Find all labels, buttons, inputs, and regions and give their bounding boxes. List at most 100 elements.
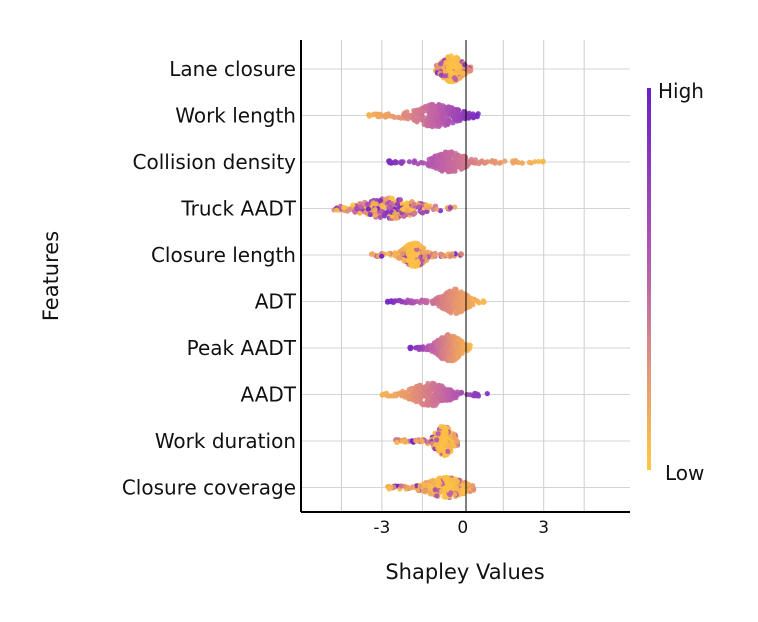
shap-point bbox=[452, 204, 458, 210]
shap-point bbox=[454, 478, 461, 484]
feature-swarm bbox=[384, 286, 487, 316]
shap-point bbox=[438, 424, 444, 430]
shap-point bbox=[369, 251, 375, 257]
shap-point bbox=[439, 106, 445, 112]
x-axis-label: Shapley Values bbox=[385, 560, 544, 584]
shap-point bbox=[454, 438, 460, 444]
shap-point bbox=[468, 68, 474, 74]
shap-point bbox=[442, 165, 448, 171]
shap-point bbox=[448, 310, 454, 316]
shap-point bbox=[378, 208, 385, 214]
shap-point bbox=[451, 75, 458, 81]
shap-point bbox=[416, 111, 422, 117]
shap-point bbox=[430, 300, 436, 306]
shap-point bbox=[420, 210, 426, 216]
shap-point bbox=[417, 483, 423, 489]
shap-point bbox=[435, 431, 441, 437]
x-tick-label: -3 bbox=[373, 518, 390, 538]
shap-point bbox=[397, 197, 403, 203]
shap-point bbox=[433, 115, 439, 121]
shap-point bbox=[405, 258, 412, 264]
shap-point bbox=[433, 296, 439, 302]
shap-point bbox=[455, 161, 461, 167]
shap-point bbox=[448, 335, 454, 341]
shap-point bbox=[406, 393, 412, 399]
shap-point bbox=[419, 438, 425, 444]
shap-point bbox=[427, 484, 433, 490]
shap-point bbox=[386, 486, 392, 492]
feature-swarm bbox=[379, 380, 490, 409]
shap-point bbox=[429, 348, 435, 354]
shap-point bbox=[426, 402, 432, 408]
shap-point bbox=[416, 204, 422, 210]
shap-point bbox=[437, 388, 443, 394]
shap-point bbox=[375, 112, 381, 118]
shap-point bbox=[378, 202, 385, 208]
shap-point bbox=[416, 386, 422, 392]
shap-point bbox=[384, 299, 391, 305]
shap-point bbox=[369, 112, 376, 118]
shap-point bbox=[450, 109, 457, 115]
feature-swarm bbox=[366, 101, 481, 130]
shap-point bbox=[451, 116, 458, 122]
shap-point bbox=[447, 105, 453, 111]
shap-point bbox=[429, 156, 435, 162]
shap-point bbox=[411, 160, 417, 166]
shap-point bbox=[422, 254, 428, 260]
shap-point bbox=[473, 393, 479, 399]
shap-point bbox=[448, 291, 454, 297]
shap-point bbox=[408, 386, 414, 392]
shap-point bbox=[372, 207, 378, 213]
shap-point bbox=[472, 297, 478, 303]
shap-point bbox=[407, 346, 413, 352]
shap-point bbox=[443, 436, 449, 442]
shap-point bbox=[383, 391, 389, 397]
shap-point bbox=[443, 474, 449, 480]
shap-point bbox=[485, 159, 491, 165]
shap-point bbox=[460, 303, 466, 310]
shap-point bbox=[455, 354, 461, 360]
shap-point bbox=[445, 65, 452, 71]
shap-point bbox=[413, 398, 419, 404]
shap-point bbox=[447, 444, 453, 450]
shap-point bbox=[448, 253, 454, 259]
shap-point bbox=[334, 207, 340, 213]
shap-point bbox=[498, 159, 504, 166]
shap-point bbox=[390, 113, 396, 119]
shap-point bbox=[448, 69, 454, 75]
shap-point bbox=[475, 111, 481, 117]
shap-point bbox=[435, 154, 441, 160]
shap-point bbox=[454, 154, 460, 160]
y-axis-label: Features bbox=[39, 231, 63, 321]
shap-point bbox=[432, 487, 438, 493]
shap-point bbox=[414, 107, 420, 113]
shap-point bbox=[434, 384, 440, 390]
shap-point bbox=[350, 202, 356, 208]
shap-point bbox=[467, 304, 473, 310]
shap-point bbox=[445, 153, 451, 159]
shap-point bbox=[400, 246, 407, 252]
shap-point bbox=[415, 487, 421, 493]
shap-point bbox=[404, 208, 411, 214]
shap-point bbox=[446, 57, 452, 63]
shap-point bbox=[464, 481, 470, 487]
shap-point bbox=[456, 69, 462, 75]
shap-point bbox=[398, 483, 404, 489]
feature-swarm bbox=[433, 53, 474, 85]
colorbar-low-label: Low bbox=[665, 461, 704, 485]
shap-point bbox=[477, 159, 483, 165]
shap-point bbox=[441, 336, 447, 342]
shap-point bbox=[443, 429, 449, 435]
axes bbox=[300, 40, 630, 513]
shap-point bbox=[502, 158, 508, 164]
shap-point bbox=[400, 207, 406, 213]
shap-point bbox=[461, 488, 467, 494]
shap-point bbox=[449, 151, 455, 157]
shap-point bbox=[441, 111, 447, 117]
shap-point bbox=[446, 160, 453, 166]
shap-point bbox=[403, 202, 410, 209]
shap-point bbox=[448, 490, 454, 496]
shap-point bbox=[411, 210, 418, 216]
feature-tick-label: Closure coverage bbox=[122, 476, 296, 500]
feature-tick-label: Collision density bbox=[133, 150, 297, 174]
